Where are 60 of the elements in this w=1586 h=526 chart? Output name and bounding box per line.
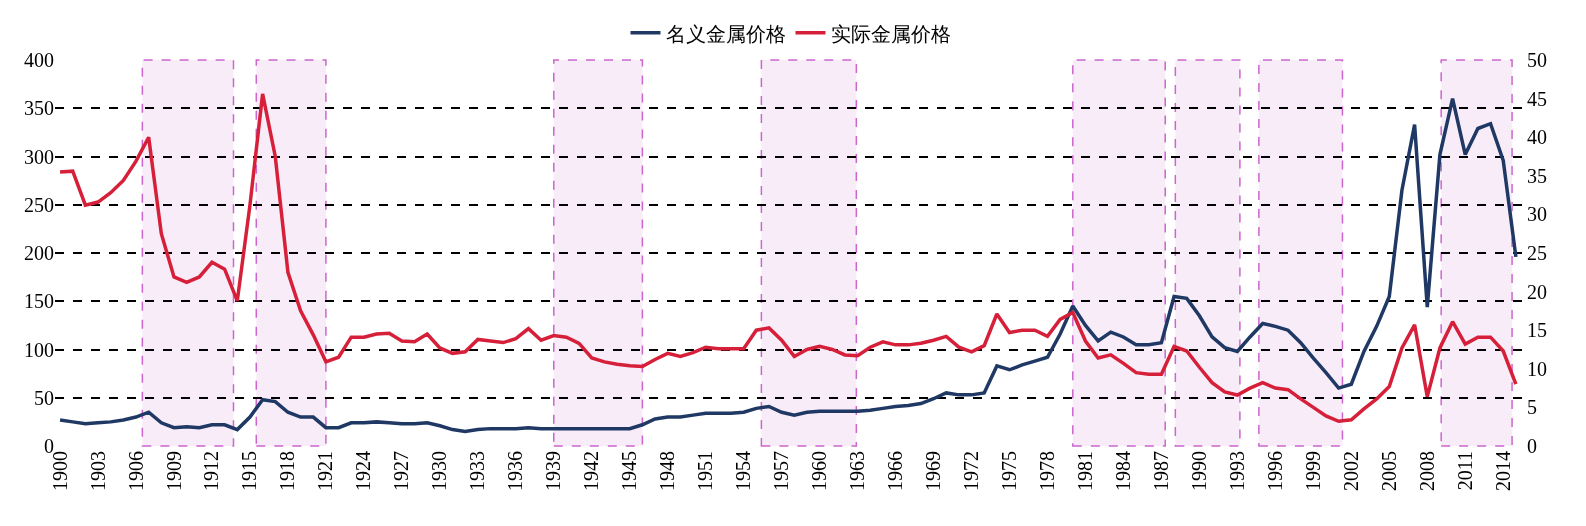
x-tick-label: 1912	[200, 451, 223, 491]
y-tick-label: 250	[24, 193, 54, 216]
y-tick-label: 200	[24, 242, 54, 264]
x-tick-label: 1918	[276, 451, 299, 491]
x-tick-label: 1981	[1073, 451, 1096, 491]
x-tick-label: 1933	[466, 451, 489, 491]
x-tick-label: 1951	[694, 451, 717, 491]
x-tick-label: 2011	[1453, 451, 1476, 491]
x-tick-label: 1909	[162, 451, 185, 491]
y-tick-label: 100	[24, 338, 54, 361]
x-tick-label: 2008	[1415, 451, 1438, 491]
x-tick-label: 1972	[960, 451, 983, 491]
y2-tick-label: 10	[1527, 357, 1547, 380]
x-tick-label: 1993	[1225, 451, 1248, 491]
y2-tick-label: 0	[1527, 435, 1537, 457]
x-tick-label: 1960	[808, 451, 831, 491]
y2-tick-label: 45	[1527, 87, 1547, 110]
x-tick-label: 2005	[1377, 451, 1400, 491]
x-tick-label: 1915	[238, 451, 261, 491]
y-tick-label: 150	[24, 290, 54, 313]
y2-tick-label: 35	[1527, 164, 1547, 187]
x-tick-label: 1963	[846, 451, 869, 491]
y2-tick-label: 15	[1527, 319, 1547, 342]
y-tick-label: 0	[44, 435, 54, 457]
y2-tick-label: 30	[1527, 203, 1547, 226]
x-tick-label: 1903	[86, 451, 109, 491]
y2-tick-label: 40	[1527, 126, 1547, 149]
legend-label: 实际金属价格	[830, 22, 951, 45]
y-tick-label: 50	[34, 386, 54, 409]
x-tick-label: 1996	[1263, 451, 1286, 491]
y-tick-label: 300	[24, 145, 54, 168]
x-tick-label: 1927	[390, 451, 413, 491]
x-tick-label: 1975	[998, 451, 1020, 491]
x-tick-label: 2002	[1339, 451, 1362, 491]
x-tick-label: 1945	[618, 451, 641, 491]
x-tick-label: 1930	[428, 451, 451, 491]
x-tick-label: 1948	[656, 451, 679, 491]
x-tick-label: 1957	[770, 451, 793, 491]
x-tick-label: 1966	[884, 451, 907, 491]
x-tick-label: 1990	[1187, 451, 1210, 491]
y2-tick-label: 25	[1527, 242, 1547, 264]
x-tick-label: 1939	[542, 451, 565, 491]
y2-tick-label: 20	[1527, 280, 1547, 303]
x-tick-label: 1999	[1301, 451, 1324, 491]
x-tick-label: 2014	[1491, 451, 1514, 491]
x-tick-label: 1921	[314, 451, 337, 491]
y-tick-label: 400	[24, 49, 54, 71]
y2-tick-label: 5	[1527, 396, 1537, 419]
x-tick-label: 1987	[1149, 451, 1172, 491]
x-tick-label: 1969	[922, 451, 945, 491]
x-tick-label: 1924	[352, 451, 375, 491]
x-tick-label: 1936	[504, 451, 527, 491]
x-tick-label: 1984	[1111, 451, 1134, 491]
legend-label: 名义金属价格	[665, 22, 786, 45]
y2-tick-label: 50	[1527, 49, 1547, 71]
x-tick-label: 1954	[732, 451, 755, 491]
x-tick-label: 1906	[124, 451, 147, 491]
y-tick-label: 350	[24, 97, 54, 120]
x-tick-label: 1942	[580, 451, 603, 491]
x-tick-label: 1978	[1035, 451, 1058, 491]
